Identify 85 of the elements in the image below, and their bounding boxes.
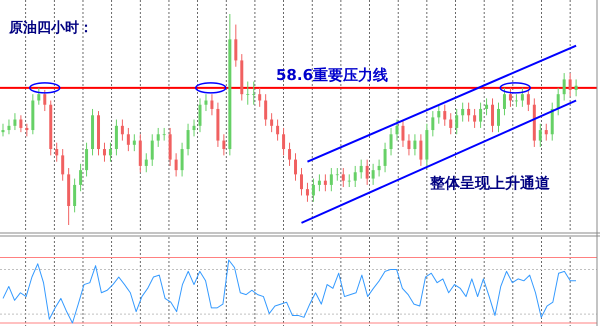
candlestick: [574, 78, 578, 97]
candlestick: [210, 94, 214, 116]
candlestick: [366, 159, 369, 186]
ref-line-label: 58.6重要压力线: [276, 66, 388, 84]
candlestick: [198, 98, 202, 133]
candlestick: [25, 123, 28, 137]
candlestick: [156, 127, 160, 148]
candlestick: [180, 142, 184, 177]
candlestick: [318, 174, 321, 192]
candlestick: [7, 119, 10, 135]
annotation: 整体呈现上升通道: [429, 174, 551, 192]
candlestick: [85, 142, 88, 177]
candlestick: [544, 123, 548, 142]
candlestick: [568, 72, 572, 97]
candlestick: [288, 142, 292, 166]
candlestick: [126, 127, 130, 152]
candlestick: [204, 94, 208, 112]
candlestick: [114, 119, 118, 156]
candlestick: [174, 152, 178, 177]
candlestick: [496, 102, 500, 133]
candlestick: [270, 112, 274, 133]
candlestick: [467, 102, 470, 122]
candlestick: [61, 148, 64, 182]
candlestick: [520, 87, 524, 108]
candlestick: [192, 119, 196, 137]
candlestick: [132, 134, 136, 152]
candlestick: [13, 112, 16, 131]
candlestick: [37, 87, 40, 106]
candlestick: [186, 123, 190, 156]
candlestick: [55, 142, 58, 162]
candlestick: [461, 102, 464, 122]
candlestick: [455, 108, 458, 135]
candlestick: [312, 178, 315, 202]
candlestick: [264, 94, 268, 126]
candlestick: [19, 114, 22, 133]
candlestick: [390, 127, 393, 156]
candlestick: [491, 98, 494, 133]
candlestick: [354, 165, 357, 188]
candlestick: [246, 81, 250, 106]
candlestick: [234, 24, 238, 68]
candlestick: [437, 104, 440, 124]
candlestick: [449, 112, 452, 135]
candlestick: [372, 163, 375, 186]
candlestick: [378, 159, 381, 177]
candlestick: [282, 127, 286, 156]
candlestick: [360, 159, 363, 180]
candlestick: [502, 87, 506, 116]
candlestick: [43, 89, 46, 112]
candlestick: [252, 81, 256, 106]
candlestick: [413, 134, 416, 156]
candlestick: [407, 134, 410, 156]
candlestick: [300, 168, 303, 196]
candlestick: [473, 108, 476, 128]
candlestick: [1, 123, 4, 137]
candlestick: [396, 119, 399, 142]
candlestick: [384, 142, 387, 173]
candlestick: [562, 72, 566, 102]
candlestick: [401, 119, 404, 148]
candlestick: [324, 174, 327, 192]
candlestick: [276, 119, 280, 142]
candlestick: [150, 134, 154, 166]
candlestick: [102, 142, 106, 162]
candlestick: [306, 182, 309, 202]
candlestick: [222, 134, 226, 156]
candlestick: [419, 134, 422, 166]
candlestick: [258, 87, 262, 108]
candlestick: [342, 168, 345, 188]
candlestick: [556, 87, 560, 116]
candlestick: [144, 152, 148, 173]
candlestick: [120, 119, 124, 142]
candlestick: [485, 98, 488, 116]
candlestick: [330, 168, 333, 192]
candlestick: [508, 87, 512, 108]
candlestick: [526, 87, 530, 112]
candlestick: [348, 174, 351, 188]
candlestick: [443, 104, 446, 126]
candlestick: [514, 94, 518, 108]
chart-title: 原油四小时：: [8, 20, 93, 36]
candlestick: [538, 123, 542, 148]
candlestick: [108, 142, 112, 162]
candlestick: [79, 163, 82, 192]
candlestick: [431, 110, 434, 137]
candlestick: [294, 152, 298, 182]
candlestick: [73, 178, 76, 213]
candlestick: [479, 102, 482, 128]
